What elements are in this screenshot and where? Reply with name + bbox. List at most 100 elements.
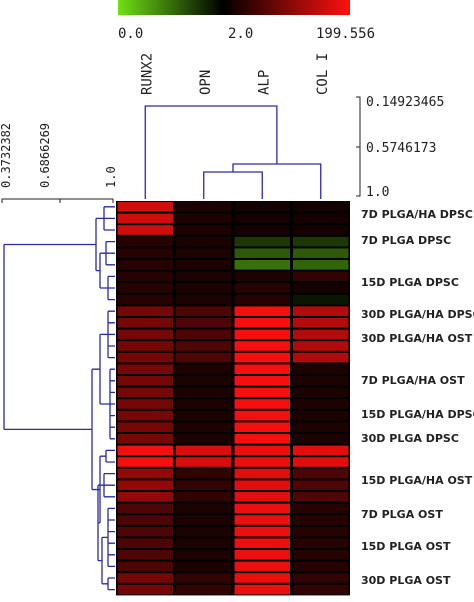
- heatmap-cell: [293, 457, 349, 467]
- row-group-label: 7D PLGA/HA DPSC: [361, 208, 473, 221]
- heatmap-cell: [234, 271, 290, 282]
- column-label: ALP: [256, 70, 272, 95]
- heatmap-cell: [176, 283, 232, 293]
- heatmap-cell: [234, 434, 290, 444]
- heatmap-cell: [176, 376, 232, 386]
- heatmap-cell: [176, 248, 232, 258]
- heatmap-cell: [234, 399, 290, 409]
- row-scale-label: 0.6866269: [38, 123, 52, 188]
- heatmap-cell: [234, 422, 290, 432]
- heatmap-cell: [117, 318, 173, 328]
- heatmap-cell: [234, 410, 290, 421]
- heatmap-cell: [234, 364, 290, 374]
- heatmap-cell: [176, 260, 232, 270]
- heatmap-cell: [117, 550, 173, 560]
- color-scale-tick-label: 0.0: [118, 26, 143, 42]
- heatmap-cell: [293, 399, 349, 409]
- heatmap-cell: [234, 550, 290, 560]
- heatmap-cell: [117, 515, 173, 525]
- heatmap-cell: [293, 341, 349, 351]
- heatmap-cell: [117, 457, 173, 467]
- heatmap-cell: [176, 399, 232, 409]
- row-group-label: 7D PLGA/HA OST: [361, 374, 465, 387]
- heatmap-cell: [176, 457, 232, 467]
- dendrogram-branch: [107, 275, 115, 301]
- heatmap-cell: [117, 271, 173, 282]
- row-group-label: 7D PLGA OST: [361, 508, 443, 521]
- row-group-label: 15D PLGA OST: [361, 540, 451, 553]
- heatmap-cell: [176, 584, 232, 595]
- heatmap-cell: [234, 445, 290, 456]
- heatmap-cell: [234, 352, 290, 363]
- heatmap-cell: [117, 503, 173, 514]
- heatmap-cell: [293, 492, 349, 502]
- heatmap-cell: [117, 202, 173, 212]
- column-scale-label: 0.14923465: [366, 95, 444, 110]
- heatmap-cell: [234, 376, 290, 386]
- heatmap-cell: [293, 515, 349, 525]
- dendrogram-branch: [105, 240, 115, 266]
- dendrogram-branch: [105, 449, 115, 463]
- heatmap-cell: [117, 434, 173, 444]
- row-group-label: 7D PLGA DPSC: [361, 234, 451, 247]
- heatmap-cell: [117, 410, 173, 421]
- heatmap-cell: [293, 526, 349, 537]
- heatmap-cell: [234, 294, 290, 305]
- heatmap-cell: [117, 306, 173, 316]
- heatmap-cell: [176, 492, 232, 502]
- dendrogram-branch: [103, 472, 115, 498]
- heatmap-cell: [117, 526, 173, 537]
- heatmap-cell: [176, 387, 232, 398]
- row-group-label: 30D PLGA DPSC: [361, 432, 459, 445]
- heatmap-cell: [176, 468, 232, 479]
- heatmap-cell: [117, 248, 173, 258]
- heatmap-cell: [176, 561, 232, 572]
- heatmap-cell: [293, 584, 349, 595]
- heatmap-cell: [117, 283, 173, 293]
- heatmap-cell: [176, 329, 232, 340]
- color-scale-bar: [118, 0, 350, 15]
- dendrogram-branch: [103, 206, 115, 231]
- heatmap-cell: [293, 294, 349, 305]
- heatmap-cell: [234, 503, 290, 514]
- heatmap-cell: [293, 202, 349, 212]
- heatmap-cell: [117, 387, 173, 398]
- heatmap-cell: [176, 573, 232, 583]
- dendrogram-branch: [3, 243, 96, 431]
- heatmap-cell: [293, 573, 349, 583]
- heatmap-cell: [176, 364, 232, 374]
- heatmap-cell: [117, 573, 173, 583]
- column-dendrogram: [144, 105, 322, 199]
- heatmap-cell: [293, 422, 349, 432]
- column-scale-label: 1.0: [366, 185, 389, 200]
- heatmap-cell: [293, 260, 349, 270]
- heatmap-cell: [293, 561, 349, 572]
- dendrogram-branch: [144, 105, 278, 199]
- heatmap-cell: [234, 561, 290, 572]
- row-scale-axis: [1, 198, 114, 203]
- heatmap-cell: [176, 352, 232, 363]
- heatmap-cell: [234, 387, 290, 398]
- heatmap-cell: [176, 480, 232, 490]
- heatmap-cell: [293, 329, 349, 340]
- heatmap-cell: [293, 236, 349, 247]
- heatmap-cell: [117, 376, 173, 386]
- heatmap-cell: [117, 294, 173, 305]
- heatmap-cell: [176, 550, 232, 560]
- heatmap-cell: [176, 445, 232, 456]
- dendrogram-branch: [95, 217, 108, 289]
- heatmap-cell: [293, 503, 349, 514]
- heatmap-cell: [117, 341, 173, 351]
- heatmap-cell: [176, 341, 232, 351]
- heatmap-cell: [234, 283, 290, 293]
- heatmap-cell: [234, 341, 290, 351]
- heatmap-cell: [117, 225, 173, 235]
- heatmap-cell: [176, 271, 232, 282]
- column-label: COL I: [315, 53, 331, 95]
- heatmap-cell: [117, 399, 173, 409]
- heatmap-cell: [234, 480, 290, 490]
- heatmap-cell: [234, 492, 290, 502]
- heatmap-cell: [117, 480, 173, 490]
- dendrogram-branch: [107, 310, 115, 359]
